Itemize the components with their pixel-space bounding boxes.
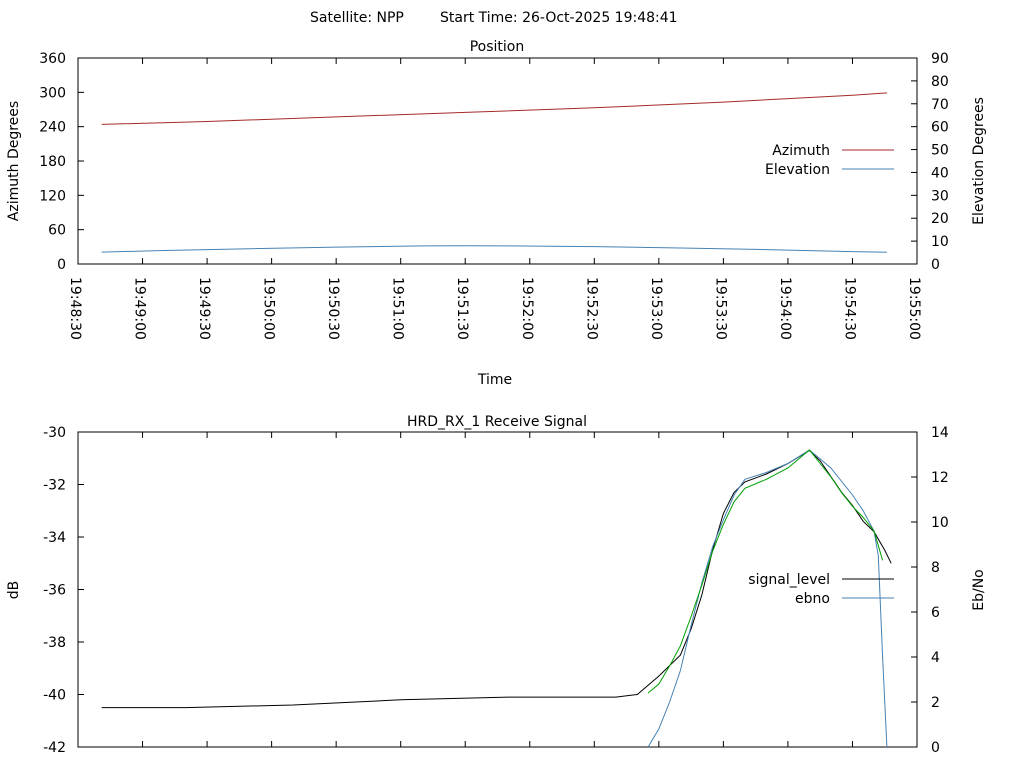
x-tick-label: 19:48:30 <box>67 277 83 340</box>
y-tick-label: 180 <box>39 154 66 170</box>
receive-signal-chart-title: HRD_RX_1 Receive Signal <box>407 414 587 430</box>
position-chart: Position Time Azimuth Degrees Elevation … <box>6 39 987 388</box>
y2-tick-label: 10 <box>931 234 949 250</box>
y-tick-label: -34 <box>43 530 66 546</box>
y2-tick-label: 90 <box>931 51 949 67</box>
y2-tick-label: 80 <box>931 74 949 90</box>
y2-tick-label: 2 <box>931 695 940 711</box>
x-tick-label: 19:51:00 <box>390 277 406 340</box>
position-chart-title: Position <box>470 39 525 55</box>
legend-label-Elevation: Elevation <box>765 162 830 178</box>
y-tick-label: 240 <box>39 120 66 136</box>
x-tick-label: 19:53:30 <box>712 277 728 340</box>
y2-tick-label: 40 <box>931 165 949 181</box>
x-tick-label: 19:52:30 <box>583 277 599 340</box>
y2-tick-label: 14 <box>931 425 949 441</box>
series-line-Elevation <box>101 245 887 253</box>
y-tick-label: 0 <box>57 257 66 273</box>
series-line-Azimuth <box>101 92 887 125</box>
y2-tick-label: 50 <box>931 143 949 159</box>
position-x-axis-label: Time <box>477 372 512 388</box>
y-tick-label: -40 <box>43 688 66 704</box>
series-line-ebno <box>647 449 888 748</box>
receive-signal-y-axis-label: dB <box>6 581 22 600</box>
start-time-label: Start Time: 26-Oct-2025 19:48:41 <box>440 10 678 26</box>
receive-signal-plot-area <box>77 431 918 748</box>
series-line-trace-2 <box>647 449 884 694</box>
y-tick-label: -42 <box>43 740 66 756</box>
receive-signal-y2-axis-label: Eb/No <box>971 569 987 611</box>
x-tick-label: 19:51:30 <box>454 277 470 340</box>
y-tick-label: 60 <box>48 223 66 239</box>
legend-label-Azimuth: Azimuth <box>772 143 830 159</box>
y-tick-label: -32 <box>43 478 66 494</box>
y-tick-label: -36 <box>43 583 66 599</box>
x-tick-label: 19:52:00 <box>519 277 535 340</box>
position-series <box>101 92 887 253</box>
x-tick-label: 19:54:00 <box>777 277 793 340</box>
y2-tick-label: 0 <box>931 740 940 756</box>
y2-tick-label: 70 <box>931 97 949 113</box>
y2-tick-label: 20 <box>931 211 949 227</box>
position-plot-area <box>77 57 918 265</box>
y2-tick-label: 4 <box>931 650 940 666</box>
x-tick-label: 19:54:30 <box>841 277 857 340</box>
legend-label-signal_level: signal_level <box>748 572 830 588</box>
y2-tick-label: 60 <box>931 120 949 136</box>
y2-tick-label: 8 <box>931 560 940 576</box>
y2-tick-label: 6 <box>931 605 940 621</box>
position-axes: 0 60 120 180 240 300 360 0 10 20 30 40 50 60 70 80 90 19:… <box>39 51 949 340</box>
x-tick-label: 19:53:00 <box>648 277 664 340</box>
y-tick-label: 120 <box>39 188 66 204</box>
y-tick-label: -38 <box>43 635 66 651</box>
x-tick-label: 19:50:00 <box>261 277 277 340</box>
legend-label-ebno: ebno <box>795 591 830 607</box>
position-y2-axis-label: Elevation Degrees <box>971 97 987 225</box>
x-tick-label: 19:55:00 <box>906 277 922 340</box>
position-y-axis-label: Azimuth Degrees <box>6 101 22 221</box>
y-tick-label: 360 <box>39 51 66 67</box>
position-legend: Azimuth Elevation <box>765 143 894 178</box>
x-tick-label: 19:49:30 <box>196 277 212 340</box>
y2-tick-label: 30 <box>931 188 949 204</box>
x-tick-label: 19:49:00 <box>132 277 148 340</box>
receive-signal-chart: HRD_RX_1 Receive Signal dB Eb/No -42-40-… <box>6 414 987 756</box>
y2-tick-label: 12 <box>931 470 949 486</box>
y-tick-label: -30 <box>43 425 66 441</box>
y2-tick-label: 0 <box>931 257 940 273</box>
satellite-label: Satellite: NPP <box>310 10 404 26</box>
receive-signal-series <box>101 449 892 748</box>
y-tick-label: 300 <box>39 85 66 101</box>
x-tick-label: 19:50:30 <box>325 277 341 340</box>
receive-signal-axes: -42 -40 -38 -36 -34 -32 -30 0 2 4 6 8 10 12 14 <box>43 425 949 756</box>
y2-tick-label: 10 <box>931 515 949 531</box>
